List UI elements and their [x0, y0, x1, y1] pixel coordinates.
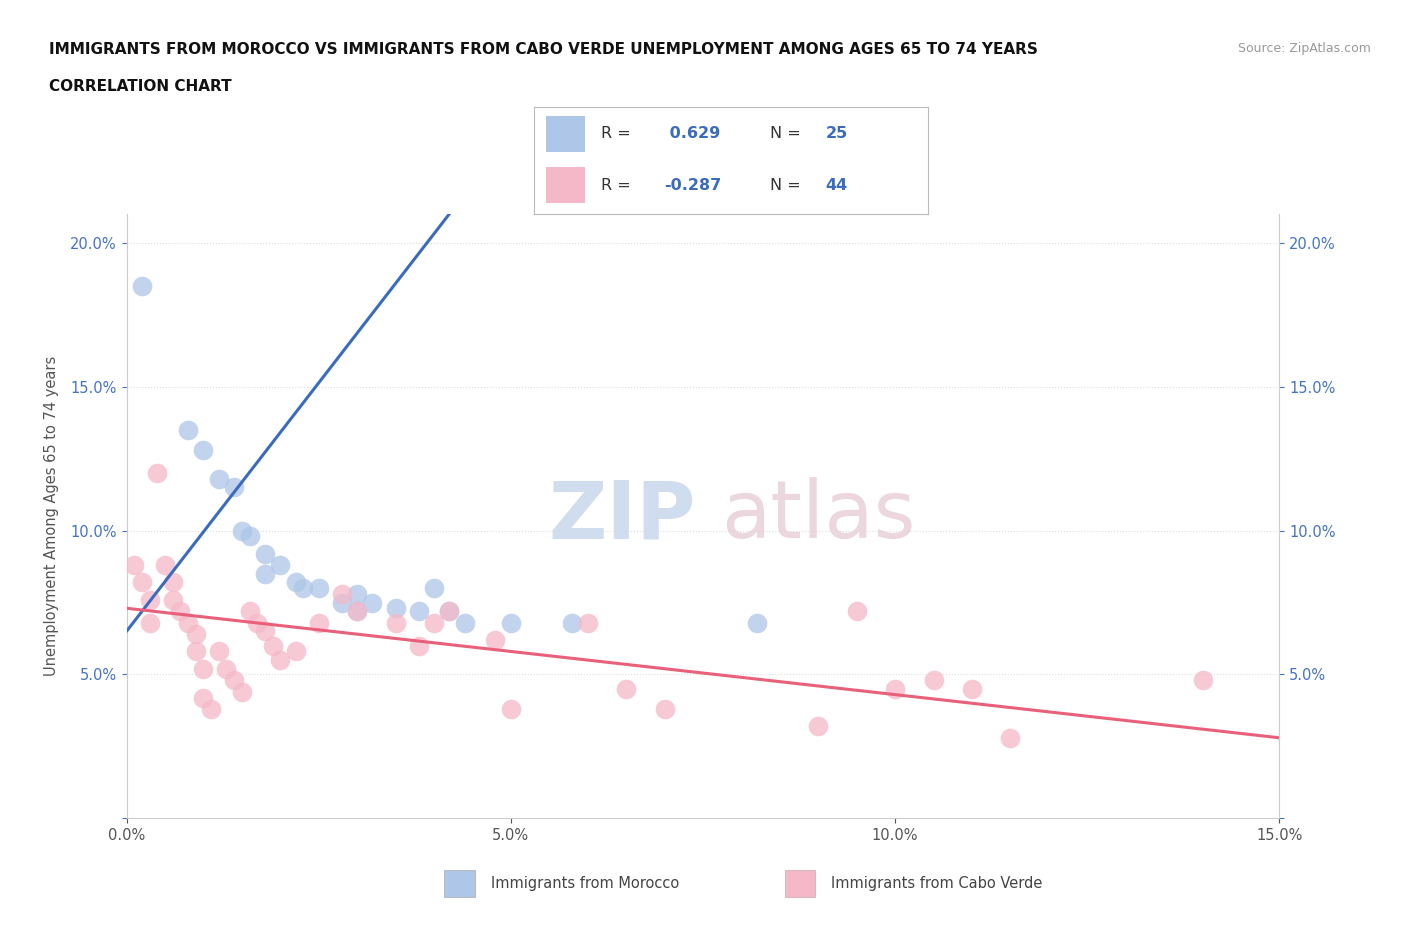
Point — [246, 616, 269, 631]
Point — [614, 682, 637, 697]
Point — [238, 604, 260, 618]
Point — [807, 719, 830, 734]
Bar — [444, 870, 475, 897]
Point — [292, 580, 315, 595]
Point — [454, 616, 477, 631]
Point — [745, 616, 768, 631]
Point — [184, 627, 207, 642]
Point — [408, 638, 430, 653]
Point — [330, 587, 353, 602]
Point — [269, 558, 291, 573]
Point — [169, 604, 191, 618]
Text: N =: N = — [770, 178, 807, 193]
Point — [346, 587, 368, 602]
Point — [224, 672, 246, 687]
Point — [423, 616, 446, 631]
Point — [231, 523, 253, 538]
Point — [308, 616, 330, 631]
Point — [384, 601, 406, 616]
Text: ZIP: ZIP — [548, 477, 696, 555]
Bar — [546, 166, 585, 204]
Point — [346, 604, 368, 618]
Text: Source: ZipAtlas.com: Source: ZipAtlas.com — [1237, 42, 1371, 55]
Point — [960, 682, 983, 697]
Point — [499, 616, 522, 631]
Text: 44: 44 — [825, 178, 848, 193]
Point — [193, 690, 215, 705]
Y-axis label: Unemployment Among Ages 65 to 74 years: Unemployment Among Ages 65 to 74 years — [44, 356, 59, 676]
Point — [253, 624, 276, 639]
Text: Immigrants from Cabo Verde: Immigrants from Cabo Verde — [831, 876, 1042, 891]
Point — [561, 616, 583, 631]
Text: 0.629: 0.629 — [664, 126, 720, 141]
Point — [499, 701, 522, 716]
Point — [193, 443, 215, 458]
Point — [262, 638, 284, 653]
Text: -0.287: -0.287 — [664, 178, 721, 193]
Point — [193, 661, 215, 676]
Text: atlas: atlas — [721, 477, 915, 555]
Text: N =: N = — [770, 126, 807, 141]
Point — [224, 480, 246, 495]
Point — [122, 558, 145, 573]
Point — [423, 580, 446, 595]
Point — [284, 575, 307, 590]
Point — [253, 566, 276, 581]
Point — [408, 604, 430, 618]
Point — [200, 701, 222, 716]
Point — [177, 422, 200, 437]
Point — [138, 616, 160, 631]
Text: CORRELATION CHART: CORRELATION CHART — [49, 79, 232, 94]
Text: R =: R = — [602, 178, 636, 193]
Point — [162, 592, 184, 607]
Point — [231, 684, 253, 699]
Point — [284, 644, 307, 658]
Point — [153, 558, 176, 573]
Point — [215, 661, 238, 676]
Text: 25: 25 — [825, 126, 848, 141]
Bar — [785, 870, 815, 897]
Point — [361, 595, 384, 610]
Point — [439, 604, 461, 618]
Text: Immigrants from Morocco: Immigrants from Morocco — [491, 876, 679, 891]
Point — [208, 644, 231, 658]
Point — [922, 672, 945, 687]
Point — [346, 604, 368, 618]
Point — [184, 644, 207, 658]
Point — [269, 653, 291, 668]
Point — [131, 575, 153, 590]
Bar — [546, 115, 585, 152]
Point — [845, 604, 868, 618]
Point — [146, 466, 169, 481]
Point — [208, 472, 231, 486]
Point — [177, 616, 200, 631]
Point — [1000, 730, 1022, 745]
Point — [439, 604, 461, 618]
Point — [330, 595, 353, 610]
Text: IMMIGRANTS FROM MOROCCO VS IMMIGRANTS FROM CABO VERDE UNEMPLOYMENT AMONG AGES 65: IMMIGRANTS FROM MOROCCO VS IMMIGRANTS FR… — [49, 42, 1038, 57]
Point — [253, 546, 276, 561]
Text: R =: R = — [602, 126, 636, 141]
Point — [138, 592, 160, 607]
Point — [484, 632, 506, 647]
Point — [131, 278, 153, 293]
Point — [1191, 672, 1213, 687]
Point — [654, 701, 676, 716]
Point — [576, 616, 599, 631]
Point — [162, 575, 184, 590]
Point — [308, 580, 330, 595]
Point — [238, 529, 260, 544]
Point — [384, 616, 406, 631]
Point — [884, 682, 907, 697]
